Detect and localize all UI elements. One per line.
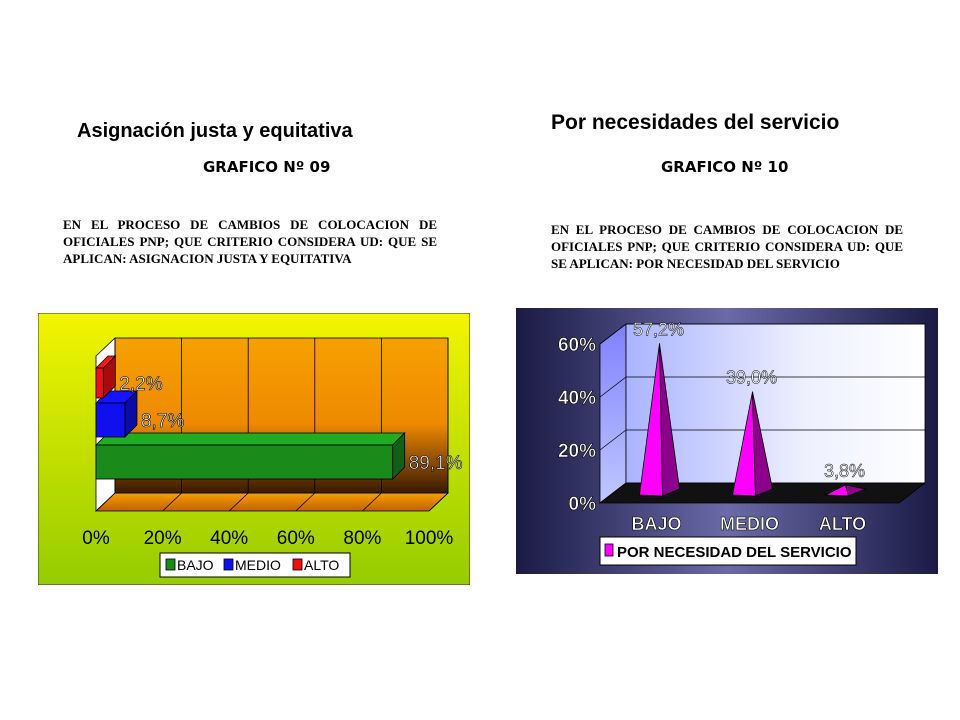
legend-swatch-medio: [223, 558, 234, 571]
x-tick-label: 60%: [277, 528, 315, 549]
legend-swatch-servicio: [604, 543, 614, 557]
data-label-medio: 8,7%: [141, 411, 184, 432]
x-tick-label: 20%: [144, 528, 182, 549]
x-tick-label-alto: ALTO: [819, 514, 866, 534]
data-label-bajo: 57,2%: [633, 319, 684, 339]
legend-label-servicio: POR NECESIDAD DEL SERVICIO: [617, 544, 852, 561]
data-label-alto: 3,8%: [824, 461, 865, 481]
x-tick-label: 100%: [405, 528, 454, 549]
bar-medio: [95, 390, 138, 438]
gridline-side: [599, 376, 627, 398]
legend: BAJO MEDIO ALTO: [159, 552, 351, 578]
gridline-floor: [162, 492, 182, 512]
data-label-medio: 39,0%: [726, 368, 777, 388]
bar-alto: [95, 355, 117, 399]
bar-front-face: [95, 367, 104, 399]
bar-bajo: [95, 432, 406, 480]
legend-swatch-alto: [292, 558, 303, 571]
x-tick-label: 40%: [210, 528, 248, 549]
bar-front-face: [95, 402, 126, 438]
gridline-floor: [95, 492, 116, 512]
chart-floor: [94, 492, 450, 512]
gridline-floor: [228, 492, 249, 512]
data-label-alto: 2,2%: [119, 374, 162, 395]
cone-alto: [823, 484, 867, 497]
y-tick-label: 60%: [558, 335, 596, 356]
chart-subheading-left: GRAFICO Nº 09: [203, 158, 331, 176]
bar-top-face: [95, 432, 406, 446]
y-tick-label: 40%: [558, 388, 596, 409]
question-text-right: EN EL PROCESO DE CAMBIOS DE COLOCACION D…: [551, 222, 903, 271]
x-tick-label: 0%: [82, 528, 110, 549]
question-text-left: EN EL PROCESO DE CAMBIOS DE COLOCACION D…: [63, 217, 437, 266]
x-tick-label-bajo: BAJO: [631, 514, 681, 534]
y-tick-label: 20%: [558, 441, 596, 462]
gridline-floor: [428, 492, 449, 512]
gridline-side: [599, 323, 627, 345]
cone-side-face: [659, 343, 680, 497]
gridline-side: [599, 429, 627, 451]
chart-subheading-right: GRAFICO Nº 10: [661, 158, 789, 176]
chart-heading-right: Por necesidades del servicio: [551, 111, 840, 134]
gridline-floor: [362, 492, 382, 512]
cone-bajo: [639, 343, 680, 497]
cone-chart-necesidad: 57,2%39,0%3,8% 0%20%40%60%BAJO MEDIO ALTO …: [516, 308, 938, 574]
gridline-floor: [295, 492, 316, 512]
x-tick-label: 80%: [343, 528, 381, 549]
cone-side-face: [752, 391, 773, 497]
chart-heading-left: Asignación justa y equitativa: [77, 120, 353, 142]
cone-side-face: [844, 484, 867, 497]
x-tick-label-medio: MEDIO: [720, 514, 779, 534]
legend-swatch-bajo: [165, 558, 176, 571]
bar-front-face: [95, 444, 394, 480]
bar-chart-asignacion: 89,1% 8,7% 2,2% 0% 20% 40% 60% 80% 100% BAJO ME…: [38, 313, 470, 585]
chart-side-wall: [599, 323, 627, 504]
y-tick-label: 0%: [569, 494, 597, 515]
legend: POR NECESIDAD DEL SERVICIO: [599, 536, 857, 566]
legend-label-bajo: BAJO: [177, 557, 214, 573]
chart-back-wall: [625, 323, 926, 484]
legend-label-medio: MEDIO: [235, 557, 281, 573]
cone-medio: [732, 391, 773, 497]
data-label-bajo: 89,1%: [409, 453, 463, 474]
legend-label-alto: ALTO: [304, 557, 339, 573]
